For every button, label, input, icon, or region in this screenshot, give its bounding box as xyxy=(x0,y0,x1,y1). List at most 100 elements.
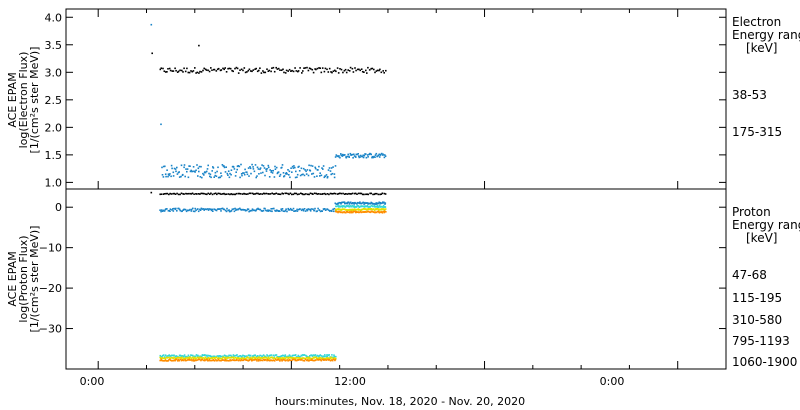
data-point-1060-1900 xyxy=(288,358,291,361)
data-point-115-195 xyxy=(208,208,211,210)
data-point-795-1193 xyxy=(373,209,376,212)
data-point-175-315 xyxy=(252,166,254,168)
data-point-795-1193 xyxy=(254,356,256,359)
data-point-1060-1900 xyxy=(202,359,205,362)
data-point-310-580 xyxy=(163,356,166,358)
data-point-115-195 xyxy=(270,208,272,210)
data-point-1060-1900 xyxy=(249,358,251,361)
data-point-38-53 xyxy=(328,67,331,70)
data-point-310-580 xyxy=(252,355,255,358)
data-point-1060-1900 xyxy=(198,358,200,361)
data-point-115-195 xyxy=(192,207,194,210)
data-point-175-315 xyxy=(161,166,163,169)
data-point-175-315 xyxy=(192,166,195,168)
data-point-47-68 xyxy=(217,192,220,195)
data-point-175-315 xyxy=(185,168,187,170)
data-point-38-53 xyxy=(385,69,387,72)
data-point-47-68 xyxy=(166,192,168,195)
data-point-47-68 xyxy=(275,192,278,195)
data-point-47-68 xyxy=(354,192,357,195)
data-point-175-315 xyxy=(329,170,332,172)
data-point-38-53 xyxy=(295,70,298,72)
y-tick-label: 3.5 xyxy=(45,39,63,52)
data-point-1060-1900 xyxy=(385,211,387,213)
data-point-795-1193 xyxy=(269,357,272,359)
data-point-115-195 xyxy=(256,208,258,210)
data-point-175-315 xyxy=(334,165,337,167)
data-point-1060-1900 xyxy=(247,360,249,362)
data-point-175-315 xyxy=(282,172,285,174)
data-point-1060-1900 xyxy=(220,359,222,362)
data-point-175-315 xyxy=(294,176,297,179)
proton-ylabel-1: ACE EPAM xyxy=(6,251,19,306)
data-point-795-1193 xyxy=(197,356,200,359)
data-point-1060-1900 xyxy=(167,359,170,361)
data-point-115-195 xyxy=(362,201,364,204)
data-point-47-68 xyxy=(359,192,361,195)
data-point-175-315 xyxy=(326,176,329,178)
proton-ylabel-2: log(Proton Flux) xyxy=(17,235,30,322)
data-point-38-53 xyxy=(258,69,260,72)
data-point-47-68 xyxy=(263,192,265,195)
data-point-47-68 xyxy=(301,193,303,195)
data-point-38-53 xyxy=(359,69,361,72)
data-point-1060-1900 xyxy=(368,211,371,213)
data-point-1060-1900 xyxy=(177,358,180,361)
proton-legend-entry-795-1193: 795-1193 xyxy=(732,334,790,348)
data-point-1060-1900 xyxy=(309,359,311,361)
data-point-310-580 xyxy=(168,354,170,356)
data-point-175-315 xyxy=(291,171,293,173)
data-point-47-68 xyxy=(264,192,266,195)
data-point-47-68 xyxy=(293,192,296,195)
data-point-38-53 xyxy=(294,67,296,69)
data-point-1060-1900 xyxy=(270,359,272,362)
data-point-175-315 xyxy=(161,174,164,176)
data-point-1060-1900 xyxy=(224,358,226,361)
electron-panel: 1.0 1.5 2.0 2.5 3.0 3.5 4.0 ACE EPAM log(Elect… xyxy=(6,8,800,190)
data-point-175-315 xyxy=(308,164,310,167)
data-point-310-580 xyxy=(254,354,256,356)
data-point-38-53 xyxy=(367,66,369,69)
data-point-1060-1900 xyxy=(182,359,184,361)
data-point-1060-1900 xyxy=(369,211,372,214)
data-point-795-1193 xyxy=(173,356,175,359)
data-point-47-68 xyxy=(239,193,242,195)
data-point-1060-1900 xyxy=(194,359,196,361)
data-point-38-53 xyxy=(160,67,163,69)
data-point-795-1193 xyxy=(227,357,229,359)
data-point-47-68 xyxy=(204,193,207,195)
data-point-175-315 xyxy=(291,165,294,168)
data-point-1060-1900 xyxy=(259,359,262,362)
data-point-115-195 xyxy=(377,202,379,205)
electron-ylabel-1: ACE EPAM xyxy=(6,72,19,127)
data-point-310-580 xyxy=(329,356,331,358)
data-point-1060-1900 xyxy=(280,359,282,361)
data-point-175-315 xyxy=(275,166,278,169)
data-point-38-53 xyxy=(217,67,220,70)
data-point-47-68 xyxy=(227,193,230,195)
data-point-1060-1900 xyxy=(279,360,281,362)
data-point-115-195 xyxy=(224,209,227,212)
data-point-1060-1900 xyxy=(218,359,220,362)
data-point-115-195 xyxy=(199,209,202,211)
data-point-115-195 xyxy=(246,209,248,212)
data-point-795-1193 xyxy=(316,357,318,359)
data-point-795-1193 xyxy=(251,356,253,359)
data-point-47-68 xyxy=(258,193,261,195)
data-point-310-580 xyxy=(322,355,325,357)
data-point-115-195 xyxy=(192,210,195,213)
data-point-795-1193 xyxy=(176,356,179,359)
data-point-47-68 xyxy=(159,193,161,196)
data-point-115-195 xyxy=(302,209,305,212)
data-point-47-68 xyxy=(248,192,251,195)
data-point-795-1193 xyxy=(201,357,203,359)
data-point-38-53 xyxy=(275,66,277,69)
data-point-1060-1900 xyxy=(365,211,367,213)
data-point-47-68 xyxy=(271,192,273,195)
data-point-115-195 xyxy=(188,209,190,212)
data-point-310-580 xyxy=(208,355,210,357)
data-point-115-195 xyxy=(200,207,203,210)
data-point-115-195 xyxy=(271,210,273,213)
data-point-47-68 xyxy=(379,193,381,196)
data-point-38-53 xyxy=(162,67,164,70)
